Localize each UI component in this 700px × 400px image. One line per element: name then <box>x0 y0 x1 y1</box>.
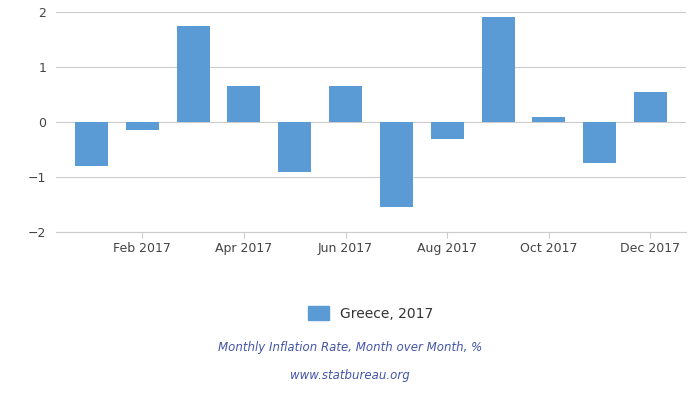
Bar <box>176 26 210 122</box>
Bar <box>279 122 312 172</box>
Text: Monthly Inflation Rate, Month over Month, %: Monthly Inflation Rate, Month over Month… <box>218 342 482 354</box>
Bar <box>126 122 159 130</box>
Bar <box>634 92 667 122</box>
Legend: Greece, 2017: Greece, 2017 <box>303 300 439 326</box>
Text: www.statbureau.org: www.statbureau.org <box>290 370 410 382</box>
Bar <box>482 18 514 122</box>
Bar <box>329 86 362 122</box>
Bar <box>430 122 463 138</box>
Bar <box>380 122 413 207</box>
Bar <box>583 122 616 163</box>
Bar <box>228 86 260 122</box>
Bar <box>75 122 108 166</box>
Bar <box>532 116 566 122</box>
